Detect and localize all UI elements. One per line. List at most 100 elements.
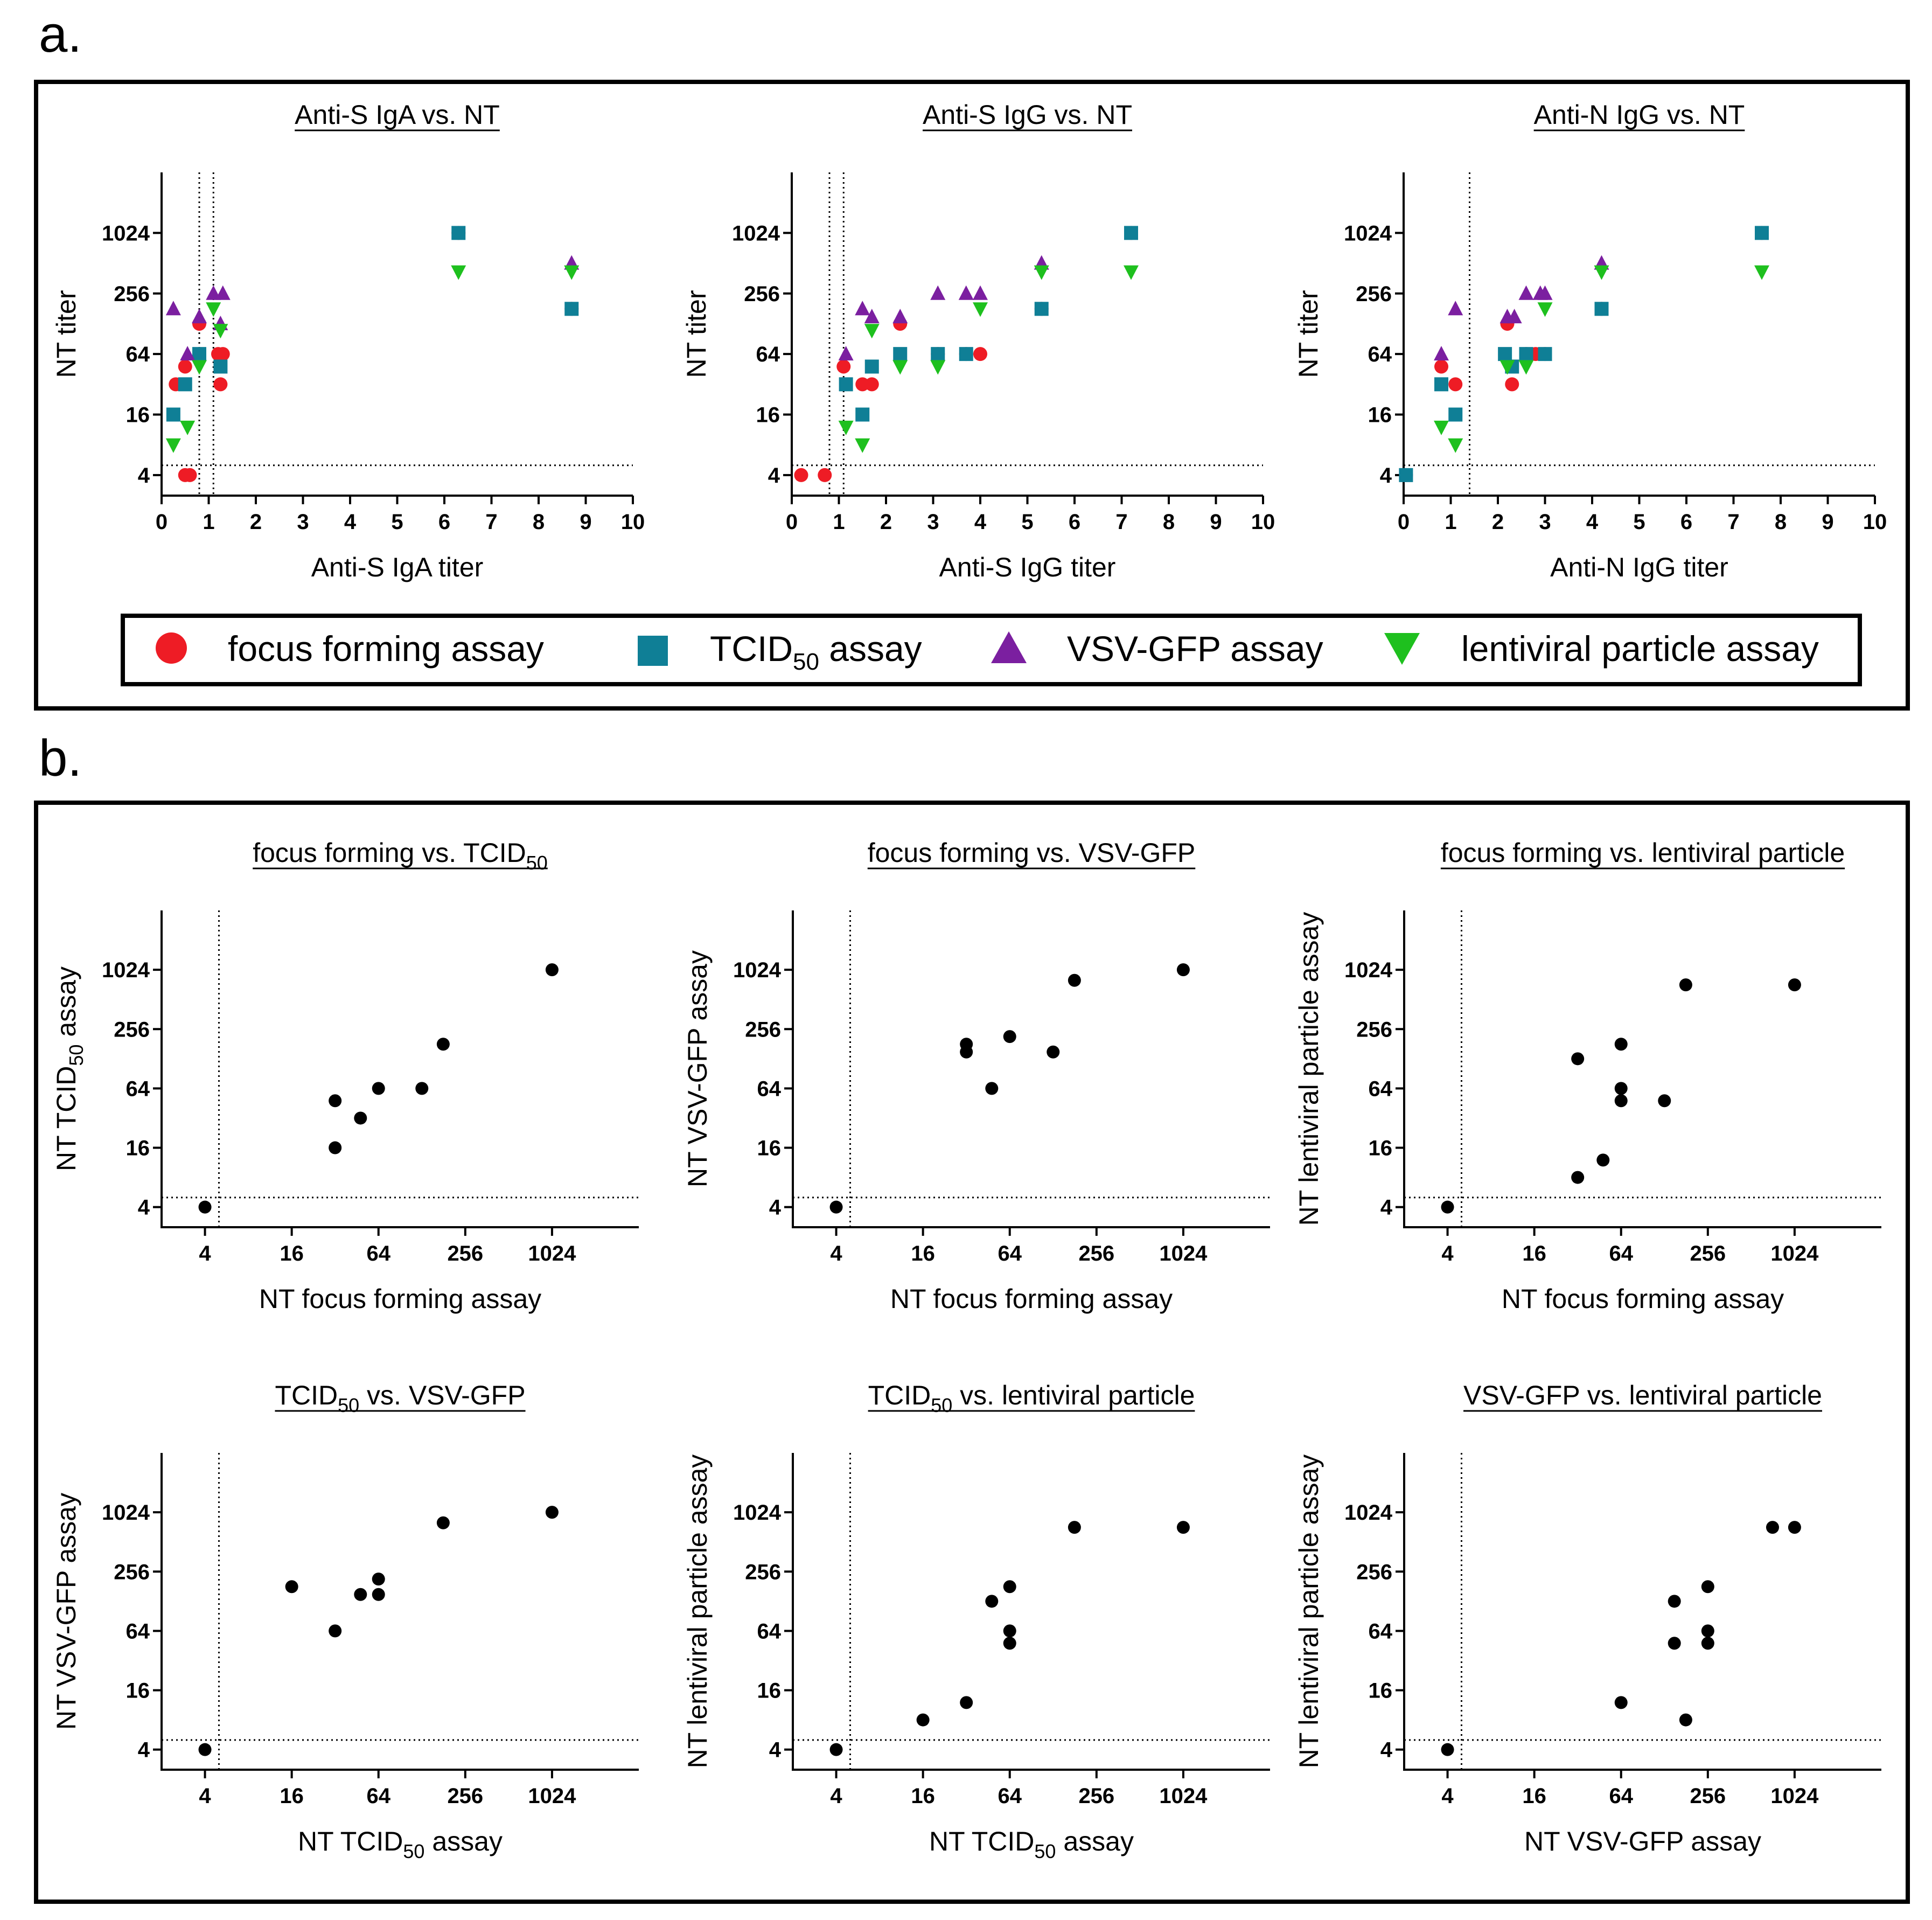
data-point-tc — [893, 347, 908, 361]
data-point-dot — [415, 1082, 429, 1095]
x-tick-label: 10 — [621, 510, 645, 534]
chart-1: 4 16 64 256 1024 0 1 2 3 4 5 6 7 8 9 10 Anti-S IgA vs. N… — [51, 100, 645, 582]
data-point-dot — [1668, 1637, 1681, 1650]
chart-title: TCID50 vs. VSV-GFP — [275, 1380, 525, 1416]
x-tick-label: 64 — [998, 1784, 1022, 1808]
data-point-lenti — [213, 324, 228, 339]
data-point-vsv — [1448, 301, 1463, 316]
data-point-lenti — [1034, 265, 1049, 280]
legend-label-tcid50-main: TCID — [710, 629, 793, 669]
y-tick-label: 4 — [769, 1196, 782, 1220]
data-point-tc — [1538, 347, 1552, 361]
y-tick-label: 64 — [1369, 1077, 1393, 1101]
x-tick-label: 5 — [1633, 510, 1645, 534]
data-point-tc — [1755, 226, 1769, 240]
data-point-lenti — [1518, 360, 1534, 375]
y-tick-label: 16 — [1369, 1679, 1393, 1703]
data-point-dot — [1614, 1038, 1628, 1051]
data-point-dot — [1701, 1637, 1714, 1650]
x-axis-title: NT focus forming assay — [259, 1284, 541, 1314]
x-tick-label: 9 — [1822, 510, 1833, 534]
x-axis-title: Anti-S IgA titer — [311, 552, 484, 582]
y-tick-label: 4 — [1380, 464, 1392, 488]
y-tick-label: 1024 — [102, 1501, 150, 1525]
chart-3: 4 16 64 256 1024 0 1 2 3 4 5 6 7 8 9 10 Anti-N IgG vs. N… — [1293, 100, 1887, 582]
chart-5: 4 16 64 256 1024 4 16 64 256 1024 focus forming vs… — [682, 838, 1270, 1314]
panel-b-label: b. — [39, 729, 82, 787]
x-tick-label: 1024 — [1159, 1784, 1208, 1808]
x-axis-title: Anti-S IgG titer — [939, 552, 1116, 582]
legend-entry-lentiviral: lentiviral particle assay — [1384, 629, 1819, 669]
x-axis-title: NT TCID50 assay — [298, 1826, 503, 1862]
x-tick-label: 64 — [366, 1242, 390, 1265]
x-axis-title-main: Anti-S IgA titer — [311, 552, 484, 582]
data-point-ff — [836, 359, 851, 374]
legend-entry-vsv-gfp: VSV-GFP assay — [991, 629, 1323, 669]
x-tick-label: 1 — [203, 510, 214, 534]
data-point-dot — [1614, 1094, 1628, 1108]
data-point-vsv — [1518, 285, 1534, 300]
data-point-lenti — [864, 324, 880, 339]
data-point-dot — [1788, 978, 1801, 992]
x-tick-label: 1024 — [1770, 1784, 1819, 1808]
data-point-dot — [436, 1516, 450, 1529]
x-tick-label: 64 — [998, 1242, 1022, 1265]
data-point-lenti — [165, 438, 181, 453]
x-axis-title: NT focus forming assay — [1502, 1284, 1784, 1314]
x-tick-label: 7 — [485, 510, 497, 534]
data-point-lenti — [1499, 360, 1515, 375]
y-axis-title-main: NT TCID — [51, 1066, 81, 1171]
data-point-tc — [166, 407, 180, 422]
data-point-tc — [931, 347, 945, 361]
x-tick-label: 4 — [830, 1784, 842, 1808]
data-point-dot — [198, 1200, 212, 1214]
x-tick-label: 2 — [880, 510, 892, 534]
data-point-tc — [1399, 468, 1413, 482]
data-point-dot — [354, 1588, 367, 1601]
y-tick-label: 64 — [757, 1077, 782, 1101]
y-tick-label: 4 — [138, 1196, 150, 1220]
x-tick-label: 64 — [366, 1784, 390, 1808]
x-tick-label: 9 — [580, 510, 591, 534]
x-axis-title-main: NT focus forming assay — [890, 1284, 1173, 1314]
y-axis-title-main: NT lentiviral particle assay — [682, 1455, 713, 1769]
x-tick-label: 16 — [911, 1242, 935, 1265]
data-point-tc — [864, 359, 879, 374]
x-tick-label: 1024 — [528, 1242, 576, 1265]
data-point-ff — [1505, 377, 1519, 392]
legend-purple-triangle-marker — [991, 631, 1027, 663]
data-point-dot — [1441, 1200, 1454, 1214]
chart-title: Anti-S IgA vs. NT — [295, 100, 500, 130]
x-tick-label: 64 — [1609, 1242, 1633, 1265]
y-tick-label: 64 — [756, 343, 780, 366]
chart-title: focus forming vs. lentiviral particle — [1441, 838, 1845, 868]
data-point-vsv — [215, 285, 231, 300]
legend-label-focus-forming: focus forming assay — [228, 629, 544, 669]
chart-6: 4 16 64 256 1024 4 16 64 256 1024 focus forming vs… — [1294, 838, 1881, 1314]
legend-red-circle-marker — [156, 632, 187, 664]
data-point-dot — [372, 1588, 385, 1601]
data-point-dot — [1003, 1030, 1016, 1044]
chart-title-sub: 50 — [931, 1394, 952, 1416]
y-tick-label: 64 — [1368, 343, 1392, 366]
data-point-dot — [1571, 1052, 1585, 1066]
data-point-lenti — [1594, 265, 1609, 280]
x-axis-title-main: NT VSV-GFP assay — [1524, 1826, 1761, 1856]
data-point-vsv — [838, 346, 854, 361]
y-tick-label: 1024 — [1344, 221, 1392, 245]
y-tick-label: 16 — [126, 1679, 150, 1703]
data-point-dot — [1176, 963, 1190, 977]
data-point-tc — [1034, 302, 1049, 316]
y-tick-label: 1024 — [733, 958, 782, 982]
y-tick-label: 64 — [1369, 1619, 1393, 1643]
y-tick-label: 1024 — [1344, 958, 1393, 982]
chart-2: 4 16 64 256 1024 0 1 2 3 4 5 6 7 8 9 10 Anti-S IgG vs. N… — [681, 100, 1275, 582]
data-point-vsv — [1537, 285, 1553, 300]
data-point-dot — [1614, 1082, 1628, 1095]
x-axis-title: NT VSV-GFP assay — [1524, 1826, 1761, 1856]
x-tick-label: 4 — [1441, 1784, 1454, 1808]
chart-title-main: focus forming vs. VSV-GFP — [868, 838, 1196, 868]
data-point-lenti — [192, 360, 207, 375]
data-point-ff — [864, 377, 879, 392]
data-point-dot — [916, 1713, 930, 1727]
